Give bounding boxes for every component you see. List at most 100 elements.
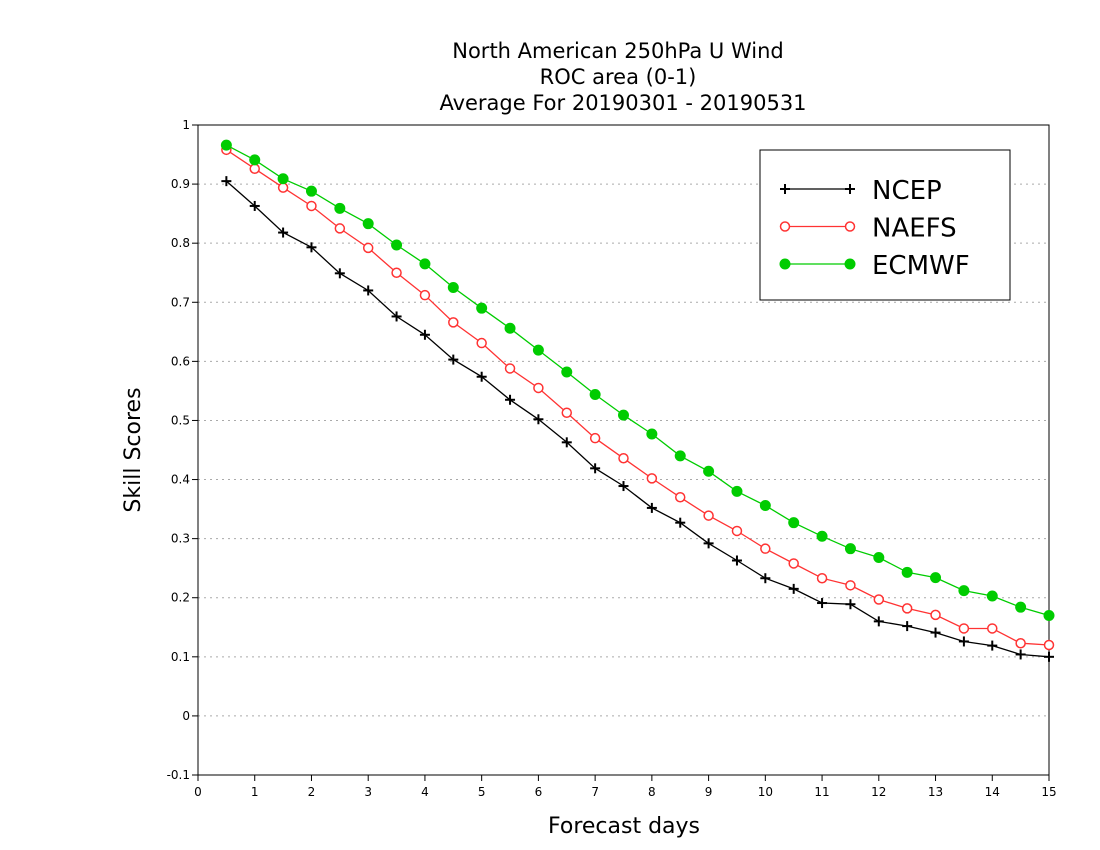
series-ncep-point — [590, 463, 601, 474]
series-ecmwf-point — [447, 282, 459, 293]
series-ncep-point — [561, 437, 572, 448]
legend-marker — [779, 258, 791, 270]
series-ncep-point — [958, 636, 969, 647]
legend-entry-naefs: NAEFS — [779, 214, 957, 244]
chart-title: North American 250hPa U Wind ROC area (0… — [439, 39, 806, 115]
series-naefs-point — [249, 163, 260, 174]
series-ncep-point — [675, 517, 686, 528]
series-naefs-point — [930, 609, 941, 621]
legend-marker — [844, 258, 856, 270]
series-naefs-point — [901, 603, 913, 614]
x-tick-label: 12 — [871, 785, 886, 799]
series-naefs-point — [958, 623, 970, 634]
series-ncep-point — [902, 621, 913, 632]
series-ncep-point — [249, 200, 260, 211]
series-naefs-point — [1043, 639, 1055, 651]
y-tick-label: 0.6 — [171, 354, 190, 368]
series-ncep-point — [1044, 651, 1054, 662]
x-tick-label: 1 — [251, 785, 259, 799]
series-ecmwf-point — [391, 239, 403, 251]
series-naefs-point — [618, 453, 629, 464]
x-tick-label: 8 — [648, 785, 656, 799]
series-ecmwf-point — [220, 139, 232, 151]
series-naefs-point — [476, 337, 487, 349]
series-naefs-point — [589, 432, 601, 444]
x-tick-label: 13 — [928, 785, 943, 799]
x-axis-ticks: 0 1 2 3 4 5 6 7 8 9 10 11 12 13 14 15 — [194, 775, 1057, 799]
chart-title-line-3: Average For 20190301 - 20190531 — [439, 91, 806, 115]
data-series — [220, 139, 1055, 662]
y-tick-label: 0.2 — [171, 591, 190, 605]
series-naefs-point — [703, 510, 714, 521]
series-ncep-point — [817, 598, 828, 609]
legend-marker — [780, 184, 790, 194]
series-ncep-point — [731, 555, 742, 566]
legend-entry-ecmwf: ECMWF — [779, 251, 970, 281]
y-axis-ticks: -0.1 0 0.1 0.2 0.3 0.4 0.5 0.6 0.7 0.8 0.9 1 — [167, 118, 198, 782]
series-ecmwf-point — [901, 566, 913, 578]
series-ecmwf-point — [930, 572, 942, 584]
series-ecmwf-point — [618, 409, 629, 421]
y-tick-label: 0.9 — [171, 177, 190, 191]
series-naefs-point — [362, 242, 374, 254]
x-tick-label: 14 — [985, 785, 1000, 799]
series-ecmwf-point — [674, 450, 686, 462]
series-ecmwf-point — [1015, 601, 1027, 613]
series-ncep-point — [703, 538, 714, 549]
series-ncep-point — [987, 640, 998, 651]
y-tick-label: 0.7 — [171, 295, 190, 309]
legend-entry-ncep: NCEP — [780, 176, 942, 206]
series-ecmwf-point — [532, 344, 544, 356]
series-naefs-point — [788, 558, 799, 569]
series-ecmwf-point — [362, 218, 374, 230]
series-naefs-point — [674, 492, 686, 503]
series-naefs-point — [504, 363, 516, 374]
x-axis-title: Forecast days — [548, 814, 700, 839]
series-ecmwf-point — [986, 590, 998, 602]
legend-label: NCEP — [872, 176, 942, 206]
series-ecmwf-point — [788, 517, 800, 529]
y-tick-label: 0.3 — [171, 532, 190, 546]
series-ncep-point — [873, 616, 884, 627]
series-ncep — [221, 176, 1054, 662]
series-ecmwf-point — [844, 543, 856, 555]
x-tick-label: 7 — [591, 785, 599, 799]
series-naefs-point — [277, 182, 289, 193]
series-ecmwf-point — [589, 388, 601, 400]
series-naefs-point — [533, 382, 544, 394]
series-ecmwf-point — [646, 428, 658, 440]
series-naefs-point — [987, 623, 998, 634]
series-ncep-point — [306, 242, 317, 253]
series-ncep-point — [788, 583, 799, 594]
series-ecmwf-point — [419, 258, 431, 270]
x-tick-label: 0 — [194, 785, 202, 799]
y-tick-label: -0.1 — [167, 768, 190, 782]
series-naefs-point — [391, 267, 402, 278]
legend-box — [759, 149, 1011, 301]
series-ncep-point — [505, 394, 516, 405]
series-ncep-point — [363, 285, 374, 296]
series-naefs-point — [845, 580, 856, 591]
series-ncep-point — [221, 176, 232, 187]
series-ncep-point — [1015, 649, 1026, 660]
x-tick-label: 4 — [421, 785, 429, 799]
series-naefs-point — [1015, 637, 1026, 649]
y-tick-label: 1 — [182, 118, 190, 132]
x-tick-label: 5 — [478, 785, 486, 799]
series-ecmwf-point — [305, 185, 317, 197]
x-tick-label: 2 — [308, 785, 316, 799]
series-naefs-point — [873, 594, 885, 605]
series-naefs-point — [646, 473, 658, 484]
series-naefs-point — [731, 525, 743, 537]
y-axis-title: Skill Scores — [121, 387, 146, 512]
series-ecmwf-point — [731, 485, 743, 497]
series-ncep-point — [448, 354, 459, 365]
series-ncep-point — [618, 481, 629, 492]
x-tick-label: 6 — [535, 785, 543, 799]
series-naefs-point — [760, 543, 771, 554]
series-ncep-point — [646, 502, 657, 513]
series-ncep-point — [533, 414, 544, 425]
series-ncep-line — [225, 180, 1050, 658]
legend-marker — [779, 221, 791, 232]
